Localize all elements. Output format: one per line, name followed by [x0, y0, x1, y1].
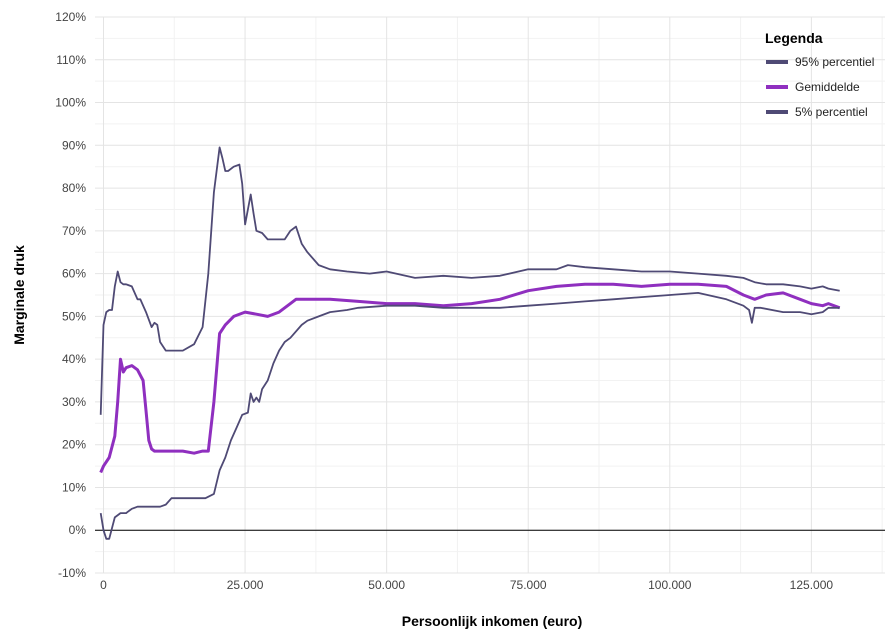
- y-tick-label: 100%: [55, 96, 86, 110]
- y-tick-label: 70%: [62, 224, 86, 238]
- y-tick-label: 20%: [62, 438, 86, 452]
- y-tick-label: 90%: [62, 138, 86, 152]
- x-tick-label: 25.000: [227, 578, 264, 592]
- x-tick-label: 50.000: [368, 578, 405, 592]
- y-axis-title: Marginale druk: [11, 245, 27, 345]
- y-tick-label: 10%: [62, 480, 86, 494]
- series-line-gemiddelde: [99, 282, 841, 474]
- x-tick-label: 0: [100, 578, 107, 592]
- x-axis-tick-labels: 0 25.000 50.000 75.000 100.000 125.000: [100, 578, 833, 592]
- legend-entries: 95% percentiel Gemiddelde 5% percentiel: [766, 55, 874, 119]
- series-lines: [99, 146, 841, 540]
- legend-label: 5% percentiel: [795, 105, 868, 119]
- y-tick-label: 80%: [62, 181, 86, 195]
- legend-label: Gemiddelde: [795, 80, 860, 94]
- legend-title: Legenda: [765, 30, 823, 46]
- y-tick-label: -10%: [58, 566, 86, 580]
- y-tick-label: 50%: [62, 309, 86, 323]
- x-tick-label: 125.000: [790, 578, 834, 592]
- y-axis-tick-labels: -10% 0% 10% 20% 30% 40% 50% 60% 70% 80% 90% 100% 110…: [55, 10, 86, 580]
- legend: Legenda 95% percentiel Gemiddelde 5% perce…: [765, 30, 874, 119]
- series-line-95-percentiel: [99, 146, 840, 415]
- y-tick-label: 40%: [62, 352, 86, 366]
- y-tick-label: 60%: [62, 267, 86, 281]
- legend-label: 95% percentiel: [795, 55, 874, 69]
- x-axis-title: Persoonlijk inkomen (euro): [402, 613, 582, 629]
- y-tick-label: 30%: [62, 395, 86, 409]
- y-tick-label: 120%: [55, 10, 86, 24]
- y-tick-label: 110%: [56, 53, 86, 67]
- series-line-5-percentiel: [99, 291, 840, 540]
- x-tick-label: 100.000: [648, 578, 692, 592]
- x-tick-label: 75.000: [510, 578, 547, 592]
- y-tick-label: 0%: [69, 523, 87, 537]
- major-gridlines: [95, 16, 885, 574]
